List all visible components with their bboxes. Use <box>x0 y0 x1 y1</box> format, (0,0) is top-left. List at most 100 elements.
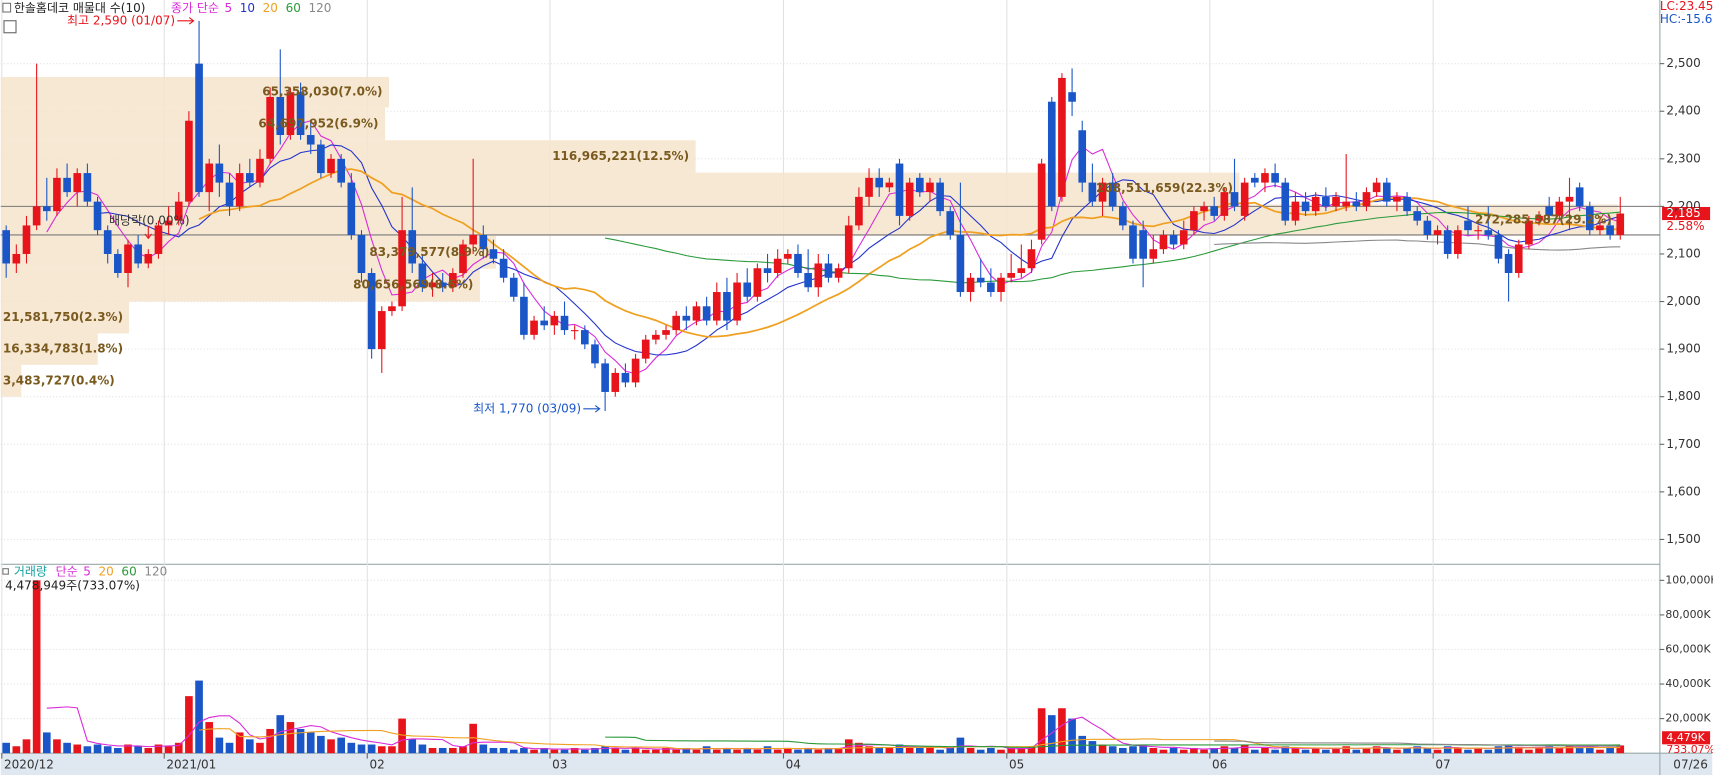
volume-bar <box>824 747 833 754</box>
candle-body <box>154 225 163 254</box>
volume-bar <box>652 749 660 754</box>
volume-bar <box>276 715 285 754</box>
candle-body <box>357 234 366 273</box>
volume-bar <box>1047 715 1056 754</box>
volume-bar <box>1454 747 1462 754</box>
volume-bar <box>570 747 579 754</box>
y-tick-label: 20,000K <box>1665 712 1711 725</box>
candle-body <box>1149 249 1158 259</box>
y-tick-label: 2,100 <box>1666 246 1700 260</box>
volume-bar <box>388 746 396 754</box>
candle-body <box>753 268 762 297</box>
volume-bar <box>1494 746 1503 754</box>
volume-bar <box>398 718 406 754</box>
volume-bar <box>1311 747 1320 754</box>
y-tick-label: 2,000 <box>1666 294 1700 308</box>
candle-body <box>1403 196 1411 212</box>
volume-bar <box>1119 747 1127 754</box>
candle-body <box>489 249 498 259</box>
volume-bar <box>926 746 934 754</box>
volume-bar <box>1504 744 1513 754</box>
candle-body <box>601 363 609 392</box>
candle-body <box>185 120 193 202</box>
volume-bar <box>712 749 721 754</box>
candle-body <box>1027 249 1036 269</box>
volume-bar <box>296 728 305 754</box>
candle-body <box>692 306 701 321</box>
candle-body <box>662 330 670 335</box>
candle-body <box>824 263 833 278</box>
profile-label: 272,285,587(29.2%) <box>1475 213 1612 227</box>
volume-bar <box>164 746 173 754</box>
candle-body <box>1261 173 1269 183</box>
candle-body <box>1474 230 1482 232</box>
candle-body <box>1200 206 1208 212</box>
volume-bar <box>1403 747 1411 754</box>
volume-bar <box>1413 746 1422 754</box>
volume-bar <box>1423 747 1432 754</box>
dividend-arrow <box>144 226 153 240</box>
candle-body <box>1585 206 1594 231</box>
volume-bar <box>1220 746 1229 754</box>
profile-band <box>0 107 386 141</box>
volume-bar <box>692 749 701 754</box>
volume-ma-legend-label: 단순 <box>56 564 78 578</box>
volume-bar <box>1108 746 1117 754</box>
volume-ma-line <box>1214 740 1621 747</box>
candle-body <box>144 253 153 264</box>
candle-body <box>1596 225 1604 231</box>
volume-bar <box>438 747 447 754</box>
volume-bar <box>1271 749 1279 754</box>
candle-body <box>408 230 417 264</box>
volume-bar <box>1179 749 1188 754</box>
volume-bar <box>1443 746 1452 754</box>
profile-band <box>0 140 696 173</box>
y-tick-label: 1,500 <box>1666 532 1700 546</box>
candle-body <box>1068 92 1076 102</box>
candle-body <box>1393 196 1401 202</box>
volume-bar <box>1159 749 1168 754</box>
candle-body <box>327 158 335 174</box>
volume-bar <box>22 739 31 754</box>
candle-body <box>1504 253 1513 273</box>
volume-bar <box>1291 747 1300 754</box>
volume-bar <box>976 749 985 754</box>
volume-bar <box>124 744 132 754</box>
volume-bar <box>865 746 873 754</box>
profile-band <box>0 204 1619 236</box>
x-tick-label: 03 <box>552 758 567 772</box>
volume-bar <box>1058 708 1066 754</box>
candle-body <box>1129 225 1137 259</box>
candle-body <box>438 282 447 288</box>
volume-bar <box>1585 746 1594 754</box>
ma-legend-period: 10 <box>240 1 255 15</box>
profile-label: 3,483,727(0.4%) <box>3 373 115 387</box>
profile-label: 208,511,659(22.3%) <box>1096 181 1233 195</box>
candle-body <box>834 268 843 278</box>
table-button[interactable] <box>3 20 17 34</box>
volume-bar <box>1596 749 1604 754</box>
candle-body <box>1545 206 1554 216</box>
volume-bar <box>662 747 670 754</box>
candle-body <box>32 206 41 226</box>
candle-body <box>591 344 599 364</box>
volume-bar <box>875 747 884 754</box>
volume-headline: 4,478,949주(733.07%) <box>5 579 140 593</box>
candle-body <box>641 339 650 359</box>
volume-bar <box>154 744 163 754</box>
y-tick-label: 2,500 <box>1666 56 1700 70</box>
volume-title: 거래량 <box>14 564 47 578</box>
profile-label: 16,334,783(1.8%) <box>3 342 123 356</box>
volume-bar <box>428 747 437 754</box>
candle-body <box>1179 230 1188 245</box>
candle-body <box>1169 234 1178 245</box>
candle-body <box>499 258 508 278</box>
volume-bar <box>2 742 11 754</box>
candle-body <box>915 177 924 193</box>
last-volume-box <box>1662 731 1711 745</box>
volume-bar <box>966 747 975 754</box>
x-tick-label: 2021/01 <box>166 758 216 772</box>
volume-bar <box>733 749 741 754</box>
volume-bar <box>347 742 356 754</box>
